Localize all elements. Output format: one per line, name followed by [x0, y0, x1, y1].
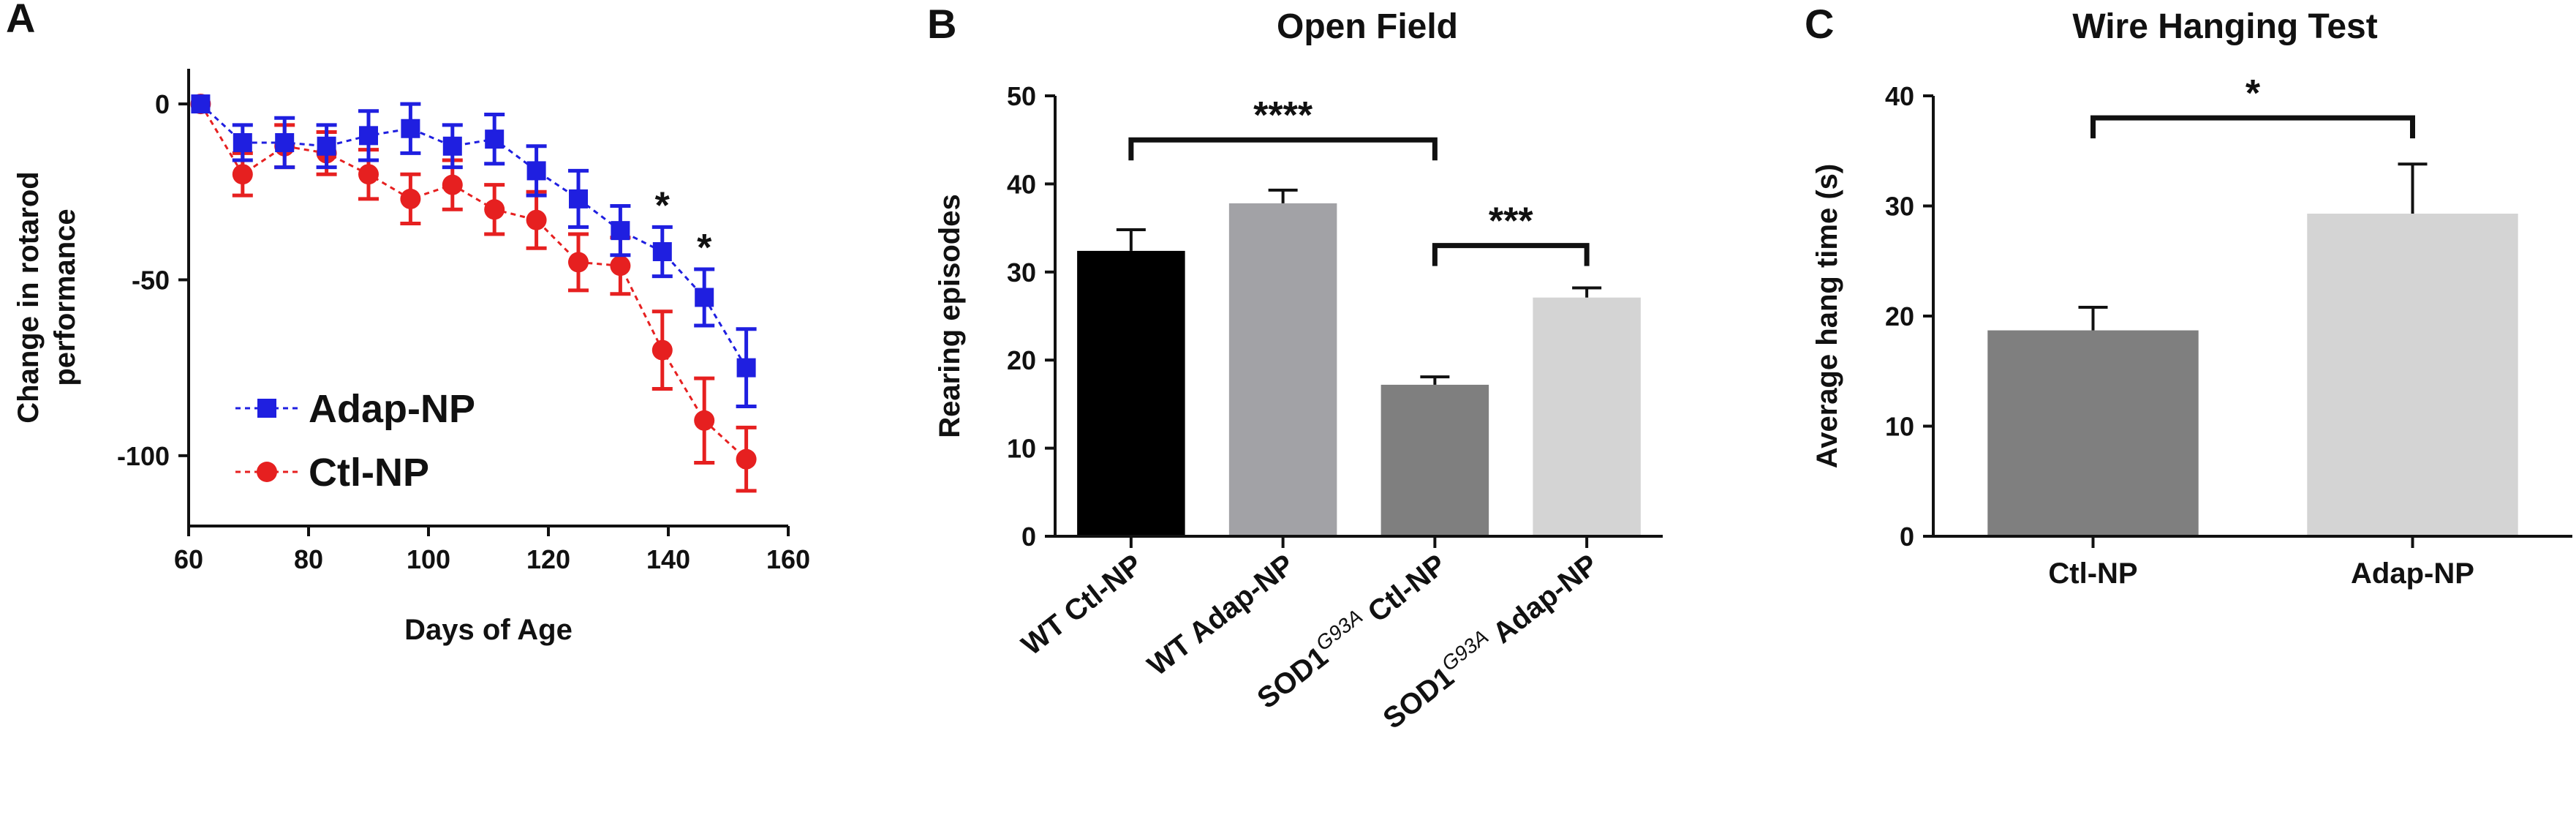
panel-a-rotarod-chart: 60 80 100 120 140 160 0 -50 -100 Days of Age Chang…: [12, 69, 810, 646]
data-point: [275, 132, 295, 152]
x-tick-label: 80: [294, 544, 323, 574]
y-axis-title-line: Change in rotarod: [12, 171, 45, 423]
y-axis-title: Rearing episodes: [934, 194, 966, 437]
y-tick-label: -50: [132, 265, 170, 295]
panel-c-wire-hanging-chart: Wire Hanging Test 0 10 20 30 40 Average hang t…: [1811, 7, 2572, 590]
significance-bracket: [1128, 137, 1438, 161]
legend-label: Ctl-NP: [309, 451, 429, 495]
category-label: WT Ctl-NP: [1016, 548, 1148, 661]
y-tick-label: 40: [1885, 81, 1914, 111]
significance-star: *: [655, 184, 671, 227]
series-adap-np: [191, 94, 757, 409]
x-tick-label: 60: [174, 544, 203, 574]
category-label-text: Adap-NP: [1481, 548, 1604, 654]
data-point: [442, 174, 463, 195]
y-axis-title: Average hang time (s): [1811, 164, 1843, 468]
category-label-text: WT Ctl-NP: [1016, 548, 1148, 661]
significance-label: ****: [1253, 94, 1313, 137]
y-axis-title: Change in rotarod performance: [12, 171, 81, 423]
data-point: [651, 339, 673, 361]
data-point: [610, 255, 631, 277]
category-label-text: Ctl-NP: [1356, 548, 1452, 634]
data-point: [317, 136, 336, 156]
y-tick-label: 40: [1007, 169, 1036, 199]
data-point: [569, 189, 588, 209]
y-tick-label: 10: [1885, 412, 1914, 442]
bar: [2307, 214, 2518, 536]
y-tick-label: 10: [1007, 434, 1036, 464]
panel-b-open-field-chart: Open Field 0 10 20 30 40 50 Rearing episodes WT …: [934, 7, 1663, 735]
y-tick-label: 0: [1021, 522, 1036, 552]
data-point: [359, 126, 378, 146]
category-label-text: Adap-NP: [2351, 557, 2474, 590]
data-point: [568, 252, 589, 273]
significance-bracket: [2090, 115, 2415, 139]
significance-label: *: [2245, 72, 2261, 115]
category-label: Adap-NP: [2351, 557, 2474, 590]
bar: [1228, 203, 1337, 536]
y-tick-label: 30: [1885, 192, 1914, 222]
data-point: [401, 119, 420, 138]
data-point: [611, 221, 630, 241]
data-point: [400, 188, 421, 209]
y-tick-label: -100: [117, 441, 170, 471]
x-tick-label: 120: [526, 544, 570, 574]
significance-bracket: [1432, 243, 1590, 266]
data-point: [191, 94, 211, 114]
chart-title: Open Field: [1277, 7, 1458, 46]
data-point: [526, 161, 546, 181]
data-point: [736, 448, 757, 470]
data-point: [526, 209, 547, 230]
category-label: Ctl-NP: [2048, 557, 2137, 590]
data-point: [358, 164, 379, 185]
x-tick-label: 140: [646, 544, 690, 574]
chart-title: Wire Hanging Test: [2072, 7, 2377, 46]
category-label-text: SOD1: [1378, 661, 1460, 735]
data-point: [484, 199, 505, 220]
x-tick-label: 160: [766, 544, 810, 574]
data-point: [485, 129, 505, 149]
category-label: WT Adap-NP: [1141, 548, 1300, 682]
y-tick-label: 20: [1885, 301, 1914, 331]
bar: [1380, 384, 1489, 536]
data-point: [442, 136, 462, 156]
y-tick-label: 0: [1900, 522, 1914, 552]
category-label-text: Ctl-NP: [2048, 557, 2137, 590]
legend-marker: [257, 399, 276, 418]
y-axis-title-line: performance: [49, 209, 81, 386]
x-axis-title: Days of Age: [404, 614, 573, 646]
bar: [1987, 330, 2199, 536]
y-tick-label: 50: [1007, 81, 1036, 111]
panel-letter-c: C: [1805, 1, 1834, 47]
bar: [1533, 297, 1641, 536]
y-tick-label: 20: [1007, 345, 1036, 375]
legend-marker: [257, 462, 277, 482]
data-point: [736, 358, 756, 378]
significance-label: ***: [1489, 200, 1533, 243]
data-point: [695, 288, 714, 307]
panel-letter-b: B: [927, 1, 956, 47]
legend-label: Adap-NP: [309, 387, 475, 431]
x-tick-label: 100: [407, 544, 450, 574]
panel-letter-a: A: [6, 0, 35, 41]
category-label-text: WT Adap-NP: [1141, 548, 1300, 682]
data-point: [694, 410, 715, 431]
bar: [1077, 250, 1185, 536]
series-ctl-np: [190, 94, 757, 493]
significance-star: *: [697, 227, 712, 269]
category-label-text: SOD1: [1251, 641, 1334, 716]
y-tick-label: 0: [155, 89, 170, 119]
data-point: [232, 164, 253, 185]
data-point: [652, 242, 672, 261]
data-point: [233, 132, 252, 152]
y-tick-label: 30: [1007, 258, 1036, 288]
